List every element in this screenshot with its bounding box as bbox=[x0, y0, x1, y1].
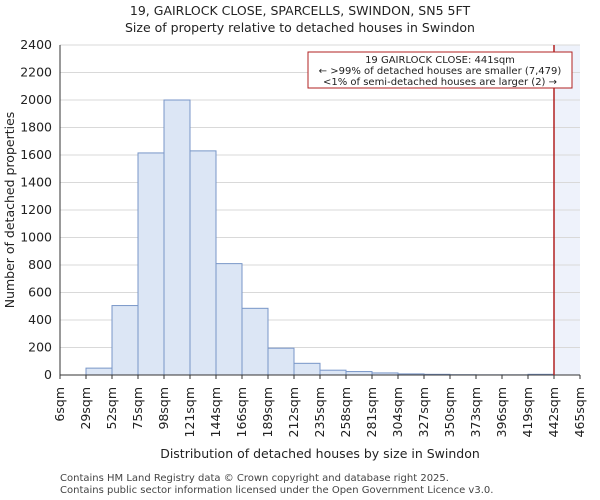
footer-line-2: Contains public sector information licen… bbox=[60, 485, 494, 496]
y-tick-label: 200 bbox=[28, 340, 52, 355]
histogram-bar bbox=[293, 362, 321, 376]
y-tick-label: 2000 bbox=[20, 92, 52, 107]
histogram-bar bbox=[137, 152, 165, 376]
y-tick-label: 0 bbox=[44, 367, 52, 382]
x-tick-label: 29sqm bbox=[78, 387, 93, 430]
x-tick-label: 75sqm bbox=[130, 387, 145, 430]
y-tick-label: 2200 bbox=[20, 65, 52, 80]
y-tick-label: 400 bbox=[28, 312, 52, 327]
x-tick-label: 121sqm bbox=[182, 387, 197, 437]
histogram-bar bbox=[319, 369, 347, 376]
x-tick-label: 442sqm bbox=[546, 387, 561, 437]
x-tick-label: 396sqm bbox=[494, 387, 509, 437]
histogram-bar bbox=[163, 99, 191, 376]
x-tick-label: 144sqm bbox=[208, 387, 223, 437]
y-tick-label: 1400 bbox=[20, 175, 52, 190]
histogram-bar bbox=[345, 371, 373, 376]
histogram-bar bbox=[189, 150, 217, 376]
histogram-bar bbox=[241, 307, 269, 376]
x-tick-label: 419sqm bbox=[520, 387, 535, 437]
x-tick-label: 373sqm bbox=[468, 387, 483, 437]
footer-line-1: Contains HM Land Registry data © Crown c… bbox=[60, 473, 449, 484]
histogram-bar bbox=[215, 263, 243, 376]
y-tick-label: 800 bbox=[28, 257, 52, 272]
y-tick-label: 1200 bbox=[20, 202, 52, 217]
chart-title: 19, GAIRLOCK CLOSE, SPARCELLS, SWINDON, … bbox=[129, 3, 471, 18]
y-tick-label: 1000 bbox=[20, 230, 52, 245]
x-tick-label: 166sqm bbox=[234, 387, 249, 437]
chart-subtitle: Size of property relative to detached ho… bbox=[125, 20, 475, 35]
y-tick-label: 1800 bbox=[20, 120, 52, 135]
x-axis-title: Distribution of detached houses by size … bbox=[160, 446, 480, 461]
annotation-line-1: 19 GAIRLOCK CLOSE: 441sqm bbox=[365, 55, 515, 66]
histogram-bar bbox=[85, 367, 113, 376]
x-tick-label: 189sqm bbox=[260, 387, 275, 437]
x-tick-label: 465sqm bbox=[572, 387, 587, 437]
x-tick-label: 212sqm bbox=[286, 387, 301, 437]
x-tick-label: 6sqm bbox=[52, 387, 67, 422]
y-axis-title: Number of detached properties bbox=[2, 112, 17, 309]
x-tick-label: 350sqm bbox=[442, 387, 457, 437]
y-tick-label: 1600 bbox=[20, 147, 52, 162]
x-tick-label: 304sqm bbox=[390, 387, 405, 437]
annotation-line-3: <1% of semi-detached houses are larger (… bbox=[323, 77, 557, 88]
x-tick-label: 281sqm bbox=[364, 387, 379, 437]
histogram-bar bbox=[111, 305, 139, 376]
x-tick-label: 327sqm bbox=[416, 387, 431, 437]
annotation-line-2: ← >99% of detached houses are smaller (7… bbox=[319, 66, 562, 77]
x-tick-label: 98sqm bbox=[156, 387, 171, 430]
x-tick-label: 52sqm bbox=[104, 387, 119, 430]
y-tick-label: 2400 bbox=[20, 37, 52, 52]
x-tick-label: 235sqm bbox=[312, 387, 327, 437]
histogram-bar bbox=[267, 347, 295, 376]
y-tick-label: 600 bbox=[28, 285, 52, 300]
x-tick-label: 258sqm bbox=[338, 387, 353, 437]
annotation-box bbox=[307, 51, 573, 89]
